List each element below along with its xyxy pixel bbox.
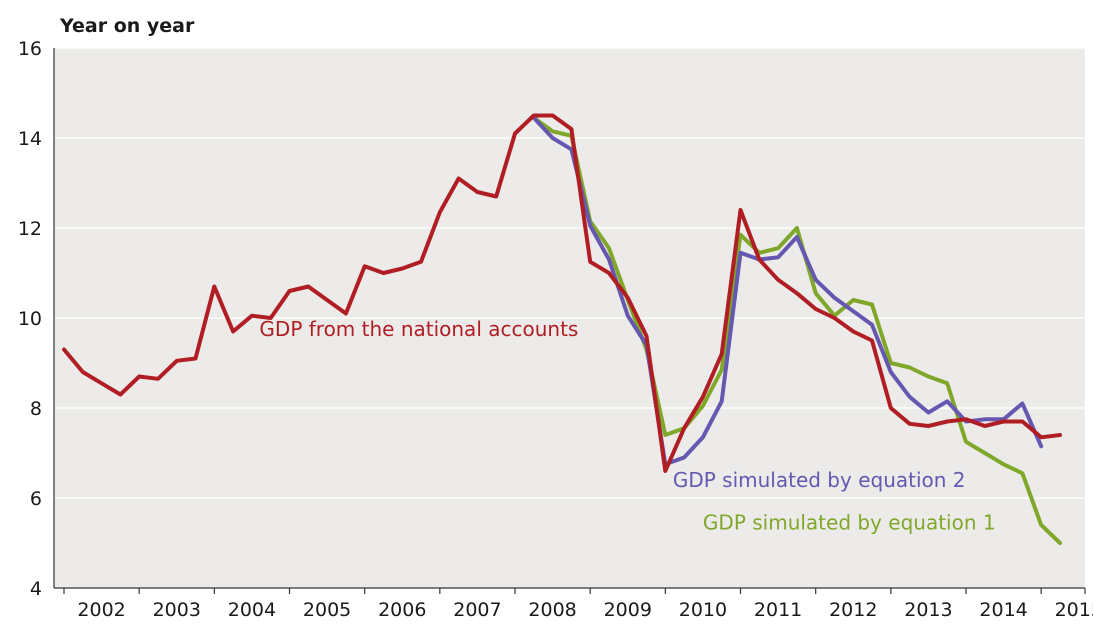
- y-tick-label: 10: [18, 308, 42, 330]
- y-tick-label: 6: [30, 488, 42, 510]
- x-tick-label: 2014: [979, 599, 1027, 621]
- x-tick-label: 2008: [528, 599, 576, 621]
- x-tick-label: 2012: [829, 599, 877, 621]
- series-line-gdp-simulated-by-equation-1: [531, 115, 1062, 545]
- axes: [53, 48, 1086, 594]
- series-annotations: GDP from the national accounts GDP simula…: [259, 317, 995, 535]
- y-tick-label: 14: [18, 128, 42, 150]
- x-tick-label: 2003: [153, 599, 201, 621]
- x-tick-label: 2005: [303, 599, 351, 621]
- x-tick-labels: 2002 2003 2004 2005 2006 2007 2008 2009 2010 2011…: [77, 599, 1093, 621]
- x-tick-label: 2007: [453, 599, 501, 621]
- series-annotation: GDP simulated by equation 2: [673, 468, 966, 492]
- y-tick-label: 4: [30, 578, 42, 600]
- series-line-gdp-from-the-national-accounts: [62, 113, 1062, 473]
- y-tick-label: 16: [18, 38, 42, 60]
- series-lines: [62, 113, 1062, 545]
- x-tick-label: 2006: [378, 599, 426, 621]
- y-axis-label: Year on year: [59, 15, 195, 37]
- x-tick-label: 2011: [754, 599, 802, 621]
- x-tick-label: 2015: [1055, 599, 1093, 621]
- series-annotation: GDP from the national accounts: [259, 317, 578, 341]
- x-tick-label: 2002: [77, 599, 125, 621]
- y-tick-label: 8: [30, 398, 42, 420]
- series-annotation: GDP simulated by equation 1: [703, 511, 996, 535]
- y-tick-label: 12: [18, 218, 42, 240]
- x-tick-label: 2009: [604, 599, 652, 621]
- y-tick-labels: 4 6 8 10 12 14 16: [18, 38, 42, 600]
- x-tick-label: 2013: [904, 599, 952, 621]
- x-tick-label: 2004: [228, 599, 276, 621]
- x-tick-label: 2010: [679, 599, 727, 621]
